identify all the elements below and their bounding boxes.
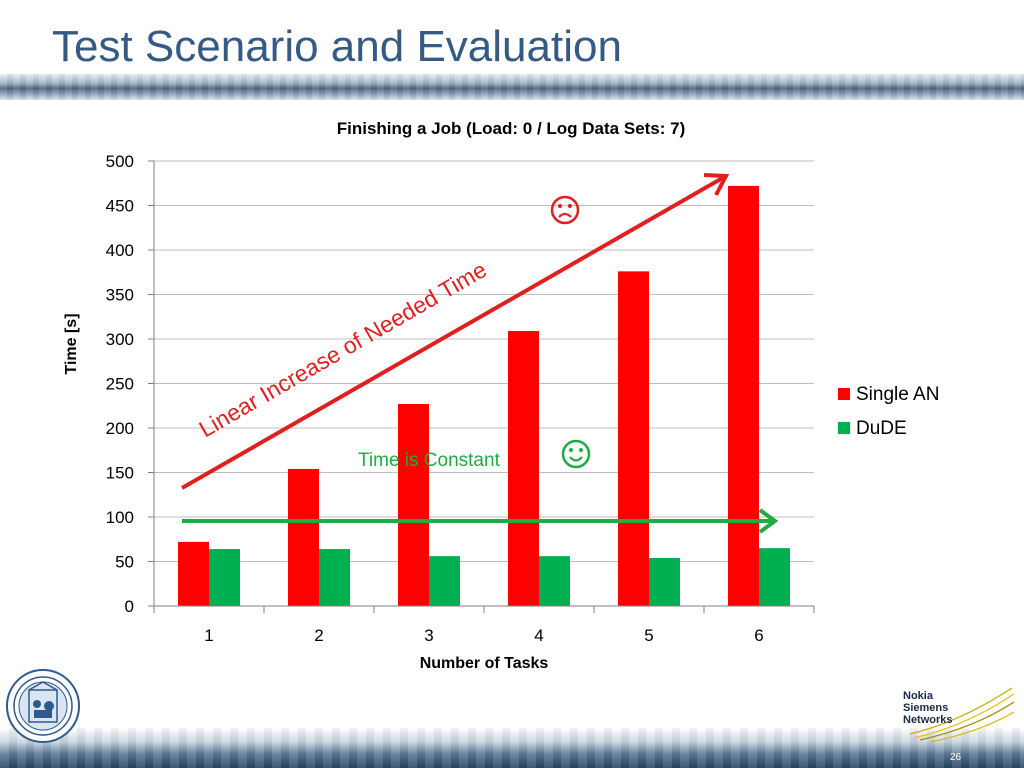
x-tick-label: 5	[644, 626, 653, 645]
linear-increase-arrowhead	[703, 173, 730, 196]
y-tick-label: 350	[106, 286, 134, 305]
bar-dude-4	[539, 556, 570, 606]
time-constant-arrowhead	[758, 508, 779, 534]
linear-increase-arrow	[181, 174, 727, 490]
y-tick-label: 300	[106, 330, 134, 349]
slide-number: 26	[950, 752, 962, 763]
bar-dude-1	[209, 549, 240, 606]
linear-increase-label: Linear Increase of Needed Time	[195, 256, 491, 442]
legend-label: DuDE	[856, 418, 907, 439]
y-tick-label: 500	[106, 152, 134, 171]
x-axis-label: Number of Tasks	[420, 655, 549, 672]
time-constant-label: Time is Constant	[358, 450, 501, 471]
legend-label: Single AN	[856, 384, 939, 405]
footer-banner	[0, 728, 1024, 768]
y-tick-label: 100	[106, 508, 134, 527]
time-constant-annotation: Time is Constant	[182, 439, 779, 534]
x-tick-label: 3	[424, 626, 433, 645]
x-tick-label: 2	[314, 626, 323, 645]
y-tick-label: 50	[115, 553, 134, 572]
bar-dude-6	[759, 548, 790, 606]
sad-face-icon	[550, 195, 580, 225]
x-tick-label: 4	[534, 626, 543, 645]
university-seal-icon	[6, 669, 80, 743]
bar-single-an-5	[618, 271, 649, 606]
y-tick-label: 250	[106, 375, 134, 394]
y-tick-label: 150	[106, 464, 134, 483]
chart-title: Finishing a Job (Load: 0 / Log Data Sets…	[337, 119, 686, 138]
y-axis-label: Time [s]	[63, 313, 80, 374]
x-tick-label: 1	[204, 626, 213, 645]
smiley-face-icon	[561, 439, 591, 469]
slide-title: Test Scenario and Evaluation	[52, 22, 622, 71]
bar-dude-3	[429, 556, 460, 606]
bar-single-an-6	[728, 185, 759, 607]
nokia-siemens-logo	[909, 687, 1015, 743]
bar-dude-2	[319, 549, 350, 606]
bar-single-an-2	[288, 468, 319, 606]
y-tick-label: 0	[125, 597, 134, 616]
bar-single-an-3	[398, 403, 429, 606]
header-banner	[0, 74, 1024, 100]
y-tick-label: 200	[106, 419, 134, 438]
y-tick-label: 400	[106, 241, 134, 260]
x-tick-label: 6	[754, 626, 763, 645]
legend-swatch-single-an	[838, 388, 850, 400]
nokia-siemens-logo-text: Nokia Siemens Networks	[903, 690, 953, 726]
y-tick-label: 450	[106, 197, 134, 216]
bar-dude-5	[649, 557, 680, 606]
bar-single-an-1	[178, 541, 209, 606]
bar-single-an-4	[508, 330, 539, 606]
legend-swatch-dude	[838, 422, 850, 434]
